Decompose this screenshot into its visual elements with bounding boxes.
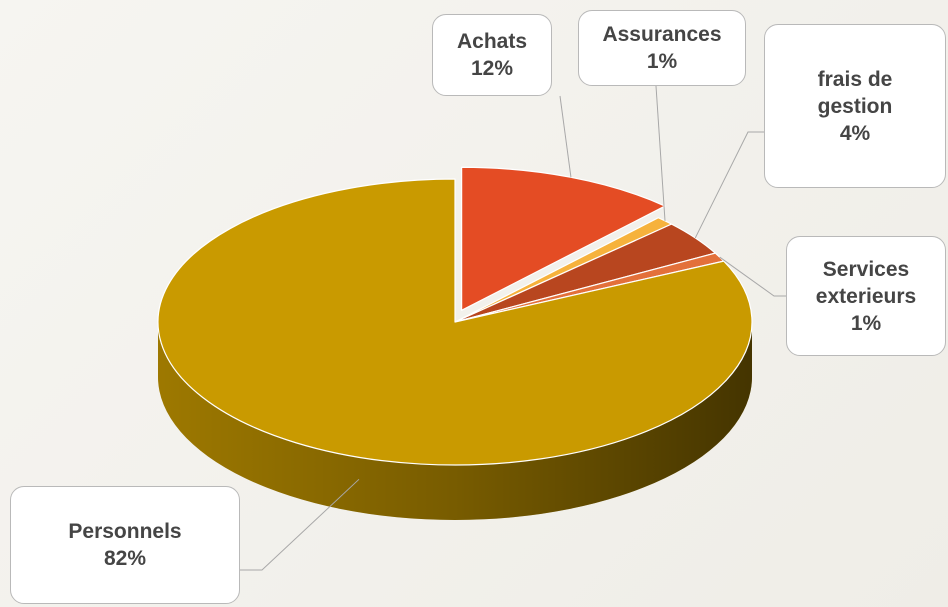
- data-label: Assurances 1%: [578, 10, 746, 86]
- data-label: Personnels 82%: [10, 486, 240, 604]
- value-label: 1%: [646, 50, 678, 73]
- data-label: frais de gestion 4%: [764, 24, 946, 188]
- leader-line: [655, 85, 666, 221]
- category-label: Services exterieurs: [815, 257, 917, 308]
- category-label: Personnels: [68, 520, 182, 543]
- slice-side-shade: [158, 322, 752, 520]
- data-label: Achats 12%: [432, 14, 552, 96]
- leader-line: [694, 131, 764, 239]
- value-label: 1%: [850, 311, 882, 335]
- value-label: 12%: [470, 57, 514, 80]
- category-label: Achats: [456, 30, 528, 53]
- slice: [157, 178, 753, 466]
- data-label: Services exterieurs 1%: [786, 236, 946, 356]
- leader-line: [719, 256, 786, 297]
- leader-line: [559, 95, 572, 178]
- value-label: 4%: [839, 121, 871, 145]
- category-label: Assurances: [602, 23, 722, 46]
- value-label: 82%: [103, 547, 147, 570]
- leader-line: [240, 478, 360, 571]
- category-label: frais de gestion: [817, 67, 893, 118]
